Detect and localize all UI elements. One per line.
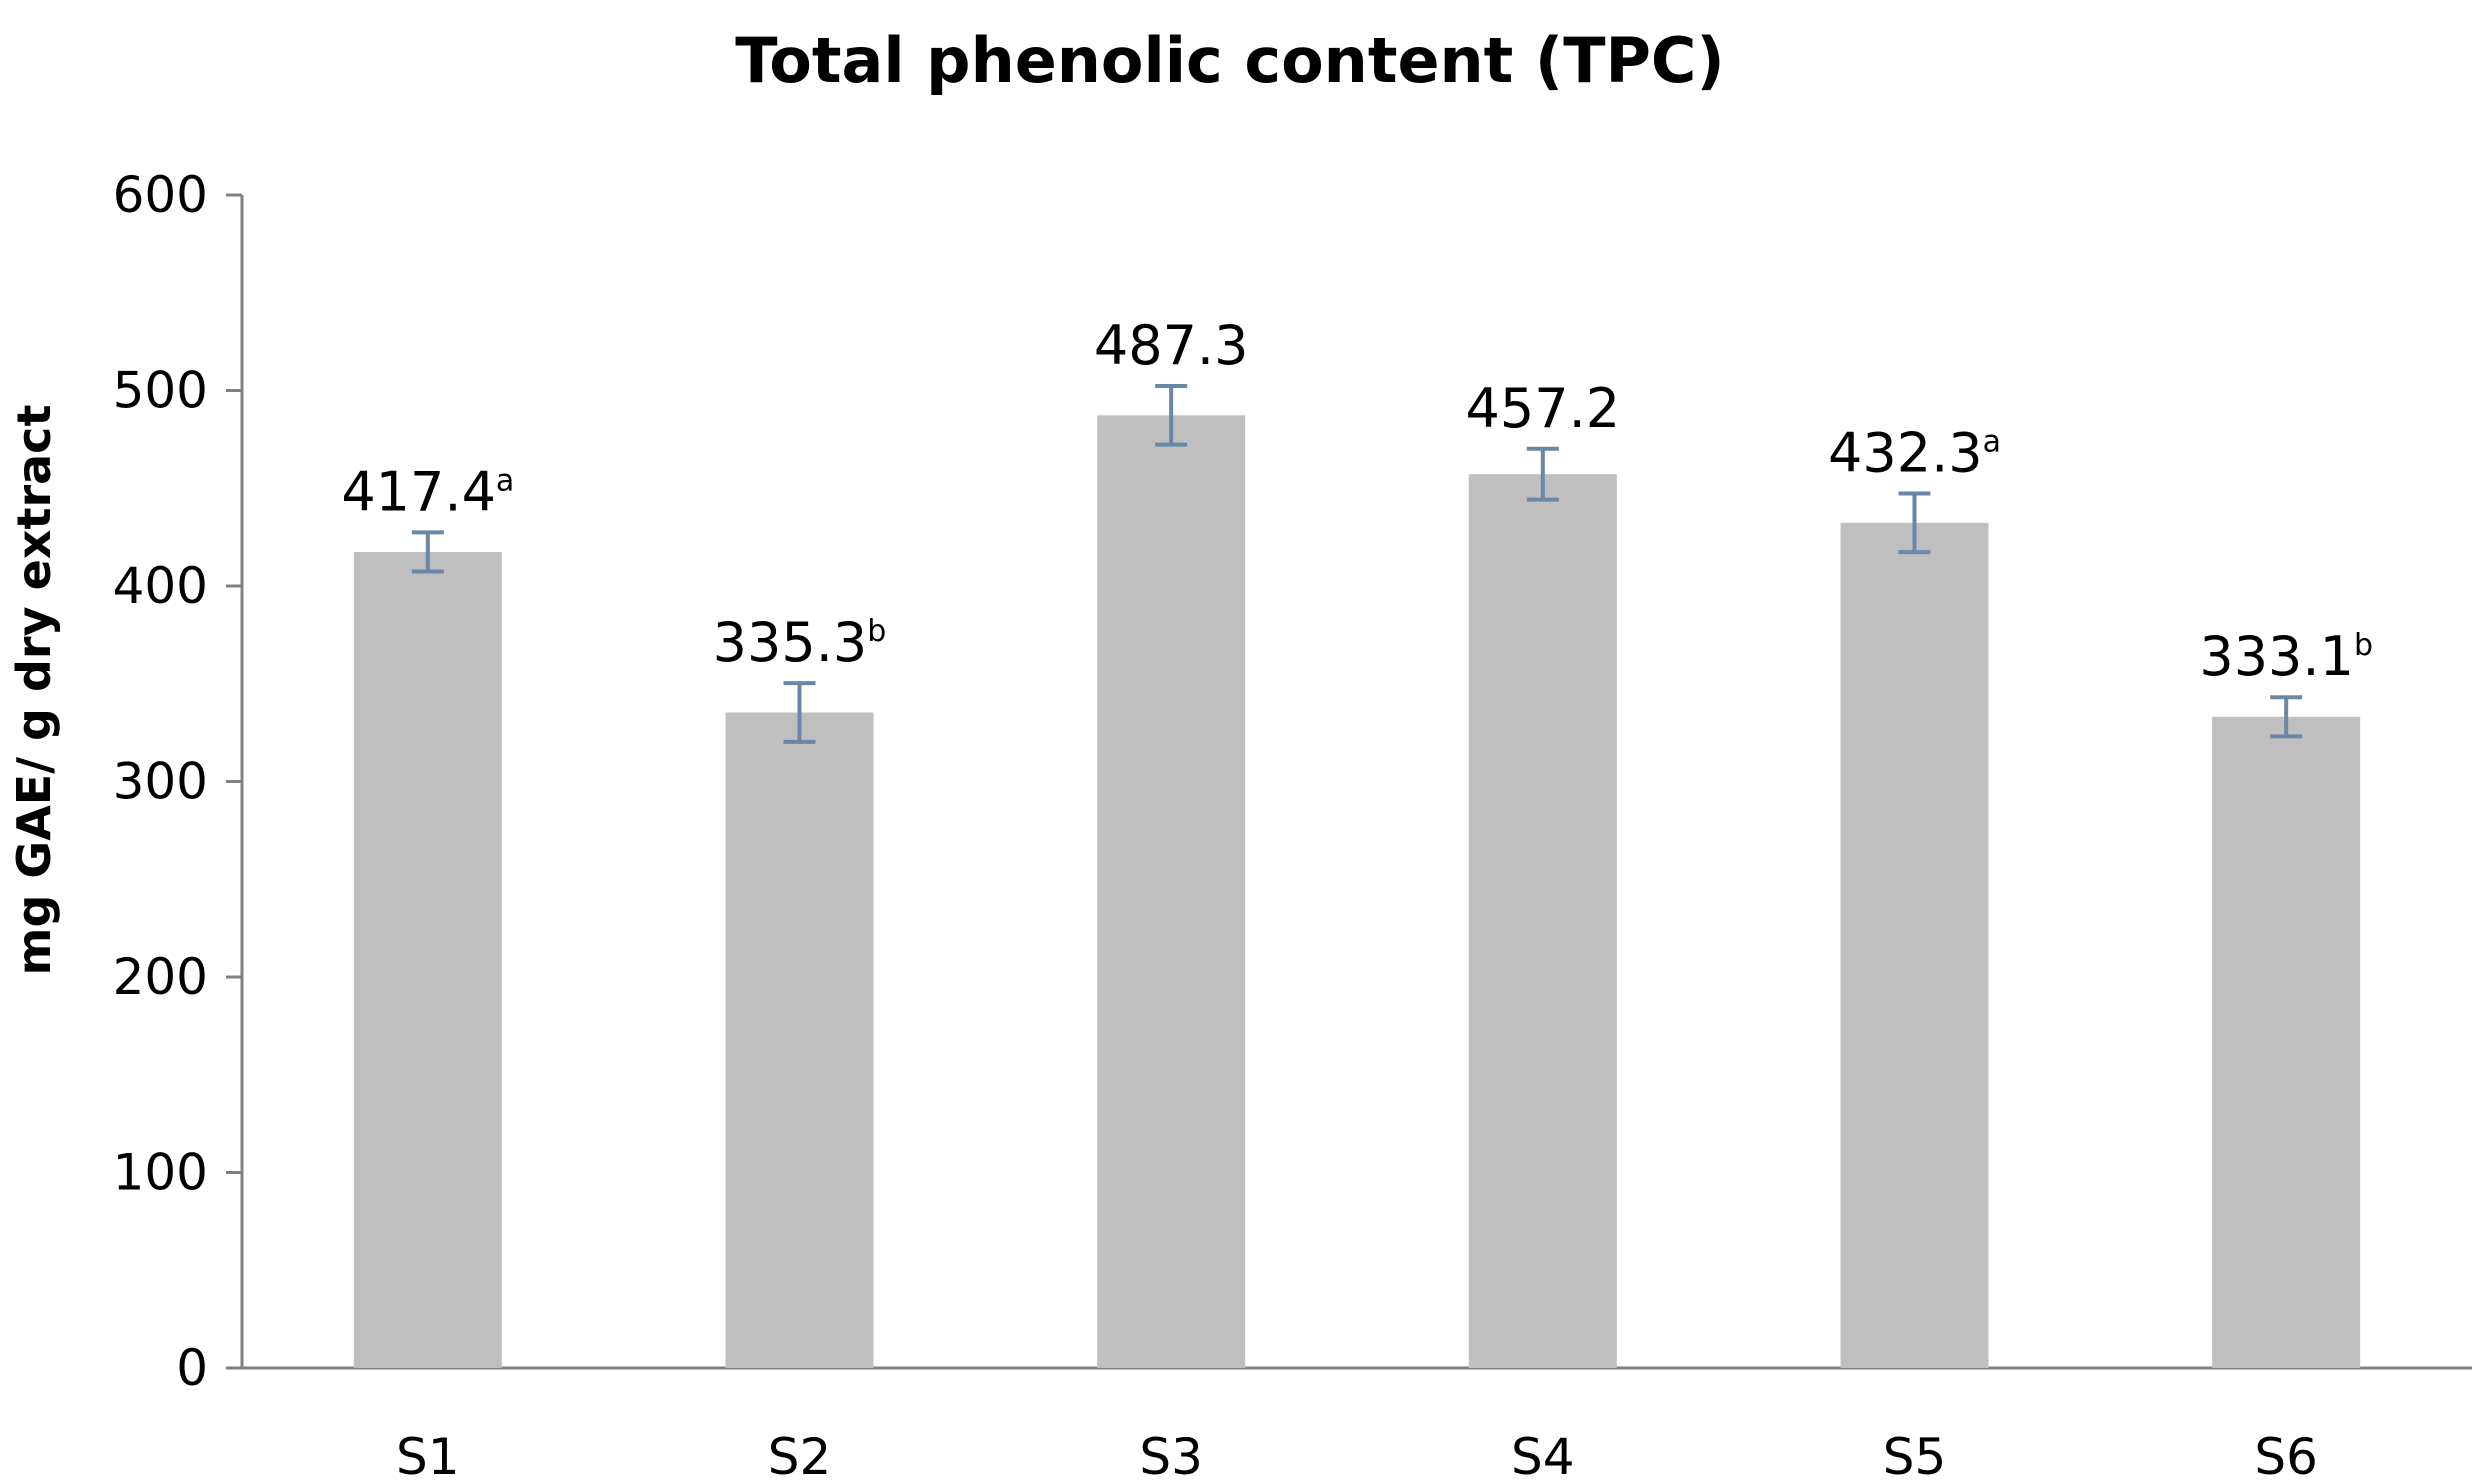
x-tick-label: S5 [1883, 1428, 1947, 1482]
significance-letter: a [496, 463, 514, 498]
plot-area: 0100200300400500600417.4aS1335.3bS2487.3… [113, 166, 2472, 1482]
significance-letter: b [867, 614, 886, 649]
significance-letter: b [2354, 628, 2373, 663]
bar [1468, 474, 1617, 1368]
y-axis-label: mg GAE/ g dry extract [7, 405, 61, 976]
x-tick-label: S3 [1139, 1428, 1203, 1482]
bar [2212, 716, 2361, 1368]
data-label-value: 335.3 [713, 611, 868, 674]
chart-title: Total phenolic content (TPC) [735, 24, 1725, 97]
y-tick-label: 300 [113, 753, 208, 811]
data-label: 335.3b [713, 611, 887, 674]
data-label-value: 457.2 [1466, 377, 1621, 440]
bar [1840, 522, 1989, 1368]
x-tick-label: S6 [2254, 1428, 2318, 1482]
x-tick-label: S4 [1511, 1428, 1575, 1482]
y-tick-label: 400 [113, 557, 208, 615]
data-label-value: 487.3 [1094, 314, 1249, 377]
y-tick-label: 0 [176, 1339, 208, 1397]
data-label: 457.2 [1466, 377, 1621, 440]
y-tick-label: 600 [113, 166, 208, 224]
data-label-value: 333.1 [2199, 625, 2354, 688]
y-tick-label: 100 [113, 1144, 208, 1202]
x-tick-label: S1 [396, 1428, 460, 1482]
x-tick-label: S2 [768, 1428, 832, 1482]
y-tick-label: 500 [113, 362, 208, 420]
data-label: 333.1b [2199, 625, 2373, 688]
data-label-value: 417.4 [341, 460, 496, 523]
data-label-value: 432.3 [1828, 422, 1983, 485]
bar [1097, 415, 1246, 1368]
bar [725, 712, 874, 1368]
data-label: 432.3a [1828, 422, 2001, 485]
data-label: 487.3 [1094, 314, 1249, 377]
bar [353, 551, 502, 1368]
y-tick-label: 200 [113, 948, 208, 1006]
significance-letter: a [1983, 425, 2001, 460]
data-label: 417.4a [341, 460, 514, 523]
